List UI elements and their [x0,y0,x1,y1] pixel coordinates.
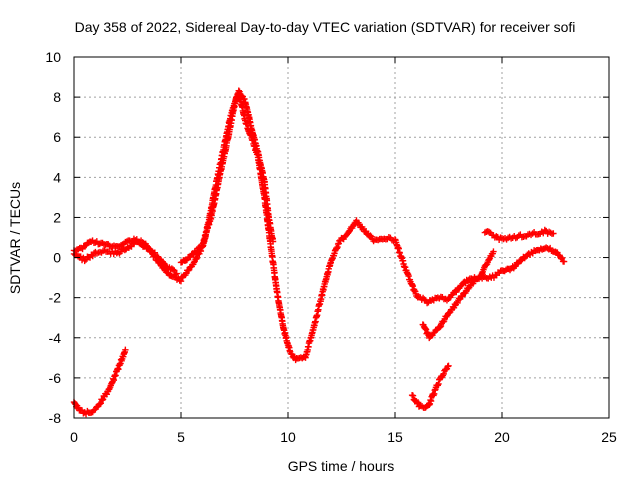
data-point [345,228,352,236]
data-point [171,267,178,274]
y-tick-label: 6 [53,129,61,145]
data-point [493,233,500,240]
y-tick-label: -4 [49,330,62,346]
data-point [127,238,135,246]
x-tick-label: 0 [70,429,78,445]
data-point [269,238,277,245]
data-point [443,313,450,320]
y-tick-label: 2 [53,209,61,225]
data-point [236,88,243,95]
plot-frame [73,56,610,419]
data-point [414,399,422,406]
data-point [440,370,447,378]
y-tick-label: -8 [49,410,62,426]
data-point [374,236,382,244]
data-point [436,323,444,331]
data-point [235,87,242,94]
data-point [190,259,198,266]
data-point [193,255,200,263]
data-point [490,248,497,255]
data-point [550,230,557,237]
data-point [409,392,417,399]
x-axis-label: GPS time / hours [288,458,395,474]
x-tick-label: 5 [177,429,185,445]
data-point [89,252,96,260]
y-tick-label: 8 [53,89,61,105]
data-point [169,266,177,273]
data-point [465,285,472,293]
x-axis: 0 5 10 15 20 25 [70,57,617,445]
data-point [362,228,370,235]
data-point [518,257,525,264]
data-point [193,254,201,262]
y-tick-label: 0 [53,250,61,266]
data-point [151,249,159,256]
data-point [81,257,88,265]
data-point [558,254,566,262]
chart-title: Day 358 of 2022, Sidereal Day-to-day VTE… [75,19,576,35]
x-tick-label: 20 [494,429,510,445]
y-tick-label: 10 [45,49,61,65]
y-axis: -8 -6 -4 -2 0 2 4 6 8 10 [45,49,609,426]
data-point [421,296,428,303]
data-point [478,270,486,277]
data-point [177,277,185,285]
data-point [87,238,95,245]
x-tick-label: 25 [601,429,617,445]
data-point [560,258,568,265]
y-tick-label: -6 [49,370,62,386]
data-point [99,396,106,404]
data-point [173,270,180,277]
y-tick-label: 4 [53,169,61,185]
y-tick-label: -2 [49,290,62,306]
data-point [485,228,493,236]
data-series [70,87,568,418]
data-point [435,380,442,388]
data-point [192,249,200,257]
data-point [541,226,548,234]
x-tick-label: 10 [280,429,296,445]
data-point [547,229,554,236]
y-axis-label: SDTVAR / TECUs [7,182,23,294]
data-point [434,382,441,389]
data-point [445,362,452,370]
data-point [241,95,248,103]
x-tick-label: 15 [387,429,403,445]
data-point [122,346,129,354]
data-point [367,232,374,239]
data-point [529,230,536,237]
